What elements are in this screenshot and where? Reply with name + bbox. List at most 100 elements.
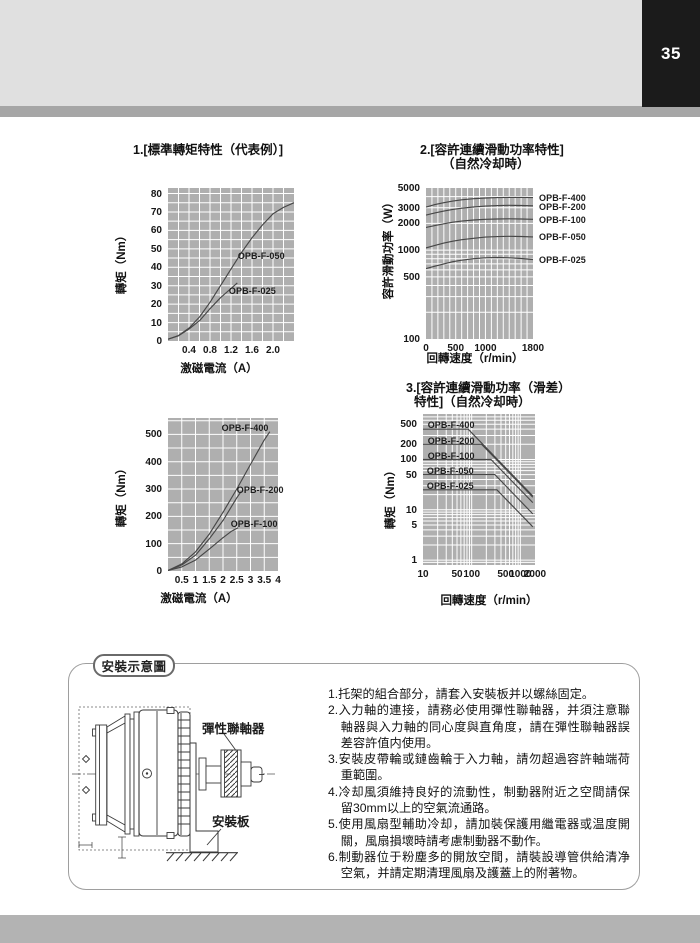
series-label-OPB-F-025: OPB-F-025 xyxy=(539,254,586,265)
chart-4-ytick: 500 xyxy=(400,419,417,431)
chart-4-ytick: 1 xyxy=(411,555,417,567)
curve-OPB-F-050 xyxy=(426,235,533,249)
series-label-OPB-F-200: OPB-F-200 xyxy=(236,484,284,495)
curve-OPB-F-400 xyxy=(426,196,533,208)
chart-3-xlabel: 激磁電流（A） xyxy=(160,593,238,605)
curve-OPB-F-025 xyxy=(423,489,534,528)
header-divider-strip xyxy=(0,106,700,117)
installation-section-heading: 安裝示意圖 xyxy=(93,654,175,677)
installation-diagram xyxy=(72,706,275,862)
installation-note-6: 6.制動器位于粉塵多的開放空間，請裝設導管供給清净空氣，并請定期清理風扇及護蓋上… xyxy=(328,849,630,881)
series-label-OPB-F-200: OPB-F-200 xyxy=(539,201,586,212)
shaft-hub-disc xyxy=(198,757,207,791)
chart-3-ytick: 400 xyxy=(145,456,162,468)
chart-1-xtick: 0.4 xyxy=(182,345,196,356)
chart-plot-4 xyxy=(423,414,535,565)
curve-OPB-F-100 xyxy=(426,218,533,228)
installation-note-2: 2.入力軸的連接，請務必使用彈性聯軸器，并須注意聯軸器與入力軸的同心度與直角度，… xyxy=(328,703,630,750)
series-label-OPB-F-050: OPB-F-050 xyxy=(237,251,285,262)
chart-2-ytick: 5000 xyxy=(397,183,420,194)
dimension-outline-box xyxy=(78,706,191,851)
mounting-plate xyxy=(189,742,219,853)
curve-OPB-F-400 xyxy=(423,428,534,497)
chart-2-xlabel: 回轉速度（r/min） xyxy=(426,353,524,365)
chart-4-ytick: 100 xyxy=(400,454,417,466)
chart-4-xtick: 2000 xyxy=(523,569,547,580)
chart-4-ytick: 50 xyxy=(405,469,417,481)
chart-3-ylabel: 轉矩（Nm） xyxy=(116,462,128,528)
installation-note-5: 5.使用風扇型輔助冷却，請加裝保護用繼電器或温度開關，風扇損壞時請考慮制動器不動… xyxy=(328,817,630,848)
chart-2-title-line1: 2.[容許連續滑動功率特性] xyxy=(420,143,564,157)
page-number: 35 xyxy=(661,43,681,63)
chart-1-ytick: 80 xyxy=(150,188,162,200)
input-shaft xyxy=(205,765,222,784)
chart-1-xtick: 2.0 xyxy=(266,345,280,356)
installation-note-1: 1.托架的組合部分，請套入安裝板并以螺絲固定。 xyxy=(328,687,595,701)
chart-1-ytick: 0 xyxy=(156,336,162,347)
chart-4-xtick: 10 xyxy=(417,569,429,580)
chart-3-ytick: 100 xyxy=(145,538,162,550)
chart-2-ytick: 2000 xyxy=(397,218,420,230)
chart-4-xlabel: 回轉速度（r/min） xyxy=(440,595,538,607)
chart-3-ytick: 500 xyxy=(145,429,162,441)
chart-2-xtick: 500 xyxy=(447,343,465,354)
curve-OPB-F-200 xyxy=(168,491,242,571)
chart-1-ytick: 30 xyxy=(150,280,162,292)
curve-OPB-F-400 xyxy=(168,431,271,571)
plate-leader-line xyxy=(206,828,222,846)
curve-OPB-F-050 xyxy=(168,202,294,340)
chart-3-xtick: 3 xyxy=(247,575,254,586)
clamp-ring-3 xyxy=(133,711,140,837)
chart-plot-1 xyxy=(168,188,294,341)
chart-1-ytick: 20 xyxy=(150,299,162,311)
chart-1-ytick: 60 xyxy=(150,225,162,237)
curve-OPB-F-025 xyxy=(426,256,533,270)
chart-4-xtick: 50 xyxy=(451,569,463,580)
curve-OPB-F-100 xyxy=(168,527,239,571)
series-label-OPB-F-100: OPB-F-100 xyxy=(539,214,586,225)
chart-plot-2 xyxy=(426,188,533,339)
chart-1-xtick: 1.2 xyxy=(224,345,238,356)
chart-2-title-line2: （自然冷却時） xyxy=(442,157,530,171)
fan-cover xyxy=(95,724,108,826)
chart-4-ytick: 5 xyxy=(411,519,417,531)
footer-bar xyxy=(0,915,700,943)
clamp-ring-1 xyxy=(124,713,131,835)
chart-3-xtick: 0.5 xyxy=(174,575,189,586)
chart-1-title-line1: 1.[標準轉矩特性（代表例）] xyxy=(133,143,284,157)
series-label-OPB-F-400: OPB-F-400 xyxy=(221,423,269,434)
dimension-marks xyxy=(78,836,126,859)
series-label-OPB-F-050: OPB-F-050 xyxy=(426,465,474,476)
chart-2-ytick: 500 xyxy=(403,271,420,283)
fin-drum xyxy=(177,711,191,837)
curve-OPB-F-200 xyxy=(423,443,534,498)
installation-note-4: 4.冷却風須維持良好的流動性，制動器附近之空間請保留30mm以上的空氣流通路。 xyxy=(328,784,630,816)
series-label-OPB-F-200: OPB-F-200 xyxy=(427,435,475,446)
coupling-label: 彈性聯軸器 xyxy=(202,722,265,736)
bolt-diamond-lower xyxy=(81,785,91,795)
curve-OPB-F-025 xyxy=(168,282,238,340)
chart-1-ytick: 70 xyxy=(150,206,162,218)
bolt-diamond-upper xyxy=(81,754,91,764)
series-label-OPB-F-400: OPB-F-400 xyxy=(427,420,475,431)
chart-1-ytick: 10 xyxy=(150,317,162,329)
chart-3-ytick: 300 xyxy=(145,484,162,496)
chart-1-ytick: 40 xyxy=(150,262,162,274)
header-band xyxy=(0,0,700,106)
curve-OPB-F-200 xyxy=(426,204,533,216)
taper-housing xyxy=(106,715,126,833)
chart-3-xtick: 1 xyxy=(192,575,199,586)
page-number-box: 35 xyxy=(642,0,700,107)
chart-1-xtick: 0.8 xyxy=(203,345,217,356)
chart-3-ytick: 200 xyxy=(145,511,162,523)
chart-3-xtick: 1.5 xyxy=(202,575,217,586)
chart-4-xtick: 100 xyxy=(463,569,481,580)
chart-3-xtick: 3.5 xyxy=(257,575,272,586)
chart-4-xtick: 1000 xyxy=(509,569,532,580)
chart-2-ytick: 3000 xyxy=(397,202,420,214)
installation-notes: 1.托架的組合部分，請套入安裝板并以螺絲固定。 2.入力軸的連接，請務必使用彈性聯… xyxy=(328,686,630,882)
clamp-ring-2 xyxy=(129,718,135,830)
curve-OPB-F-100 xyxy=(423,458,534,504)
chart-3-xtick: 2.5 xyxy=(229,575,244,586)
